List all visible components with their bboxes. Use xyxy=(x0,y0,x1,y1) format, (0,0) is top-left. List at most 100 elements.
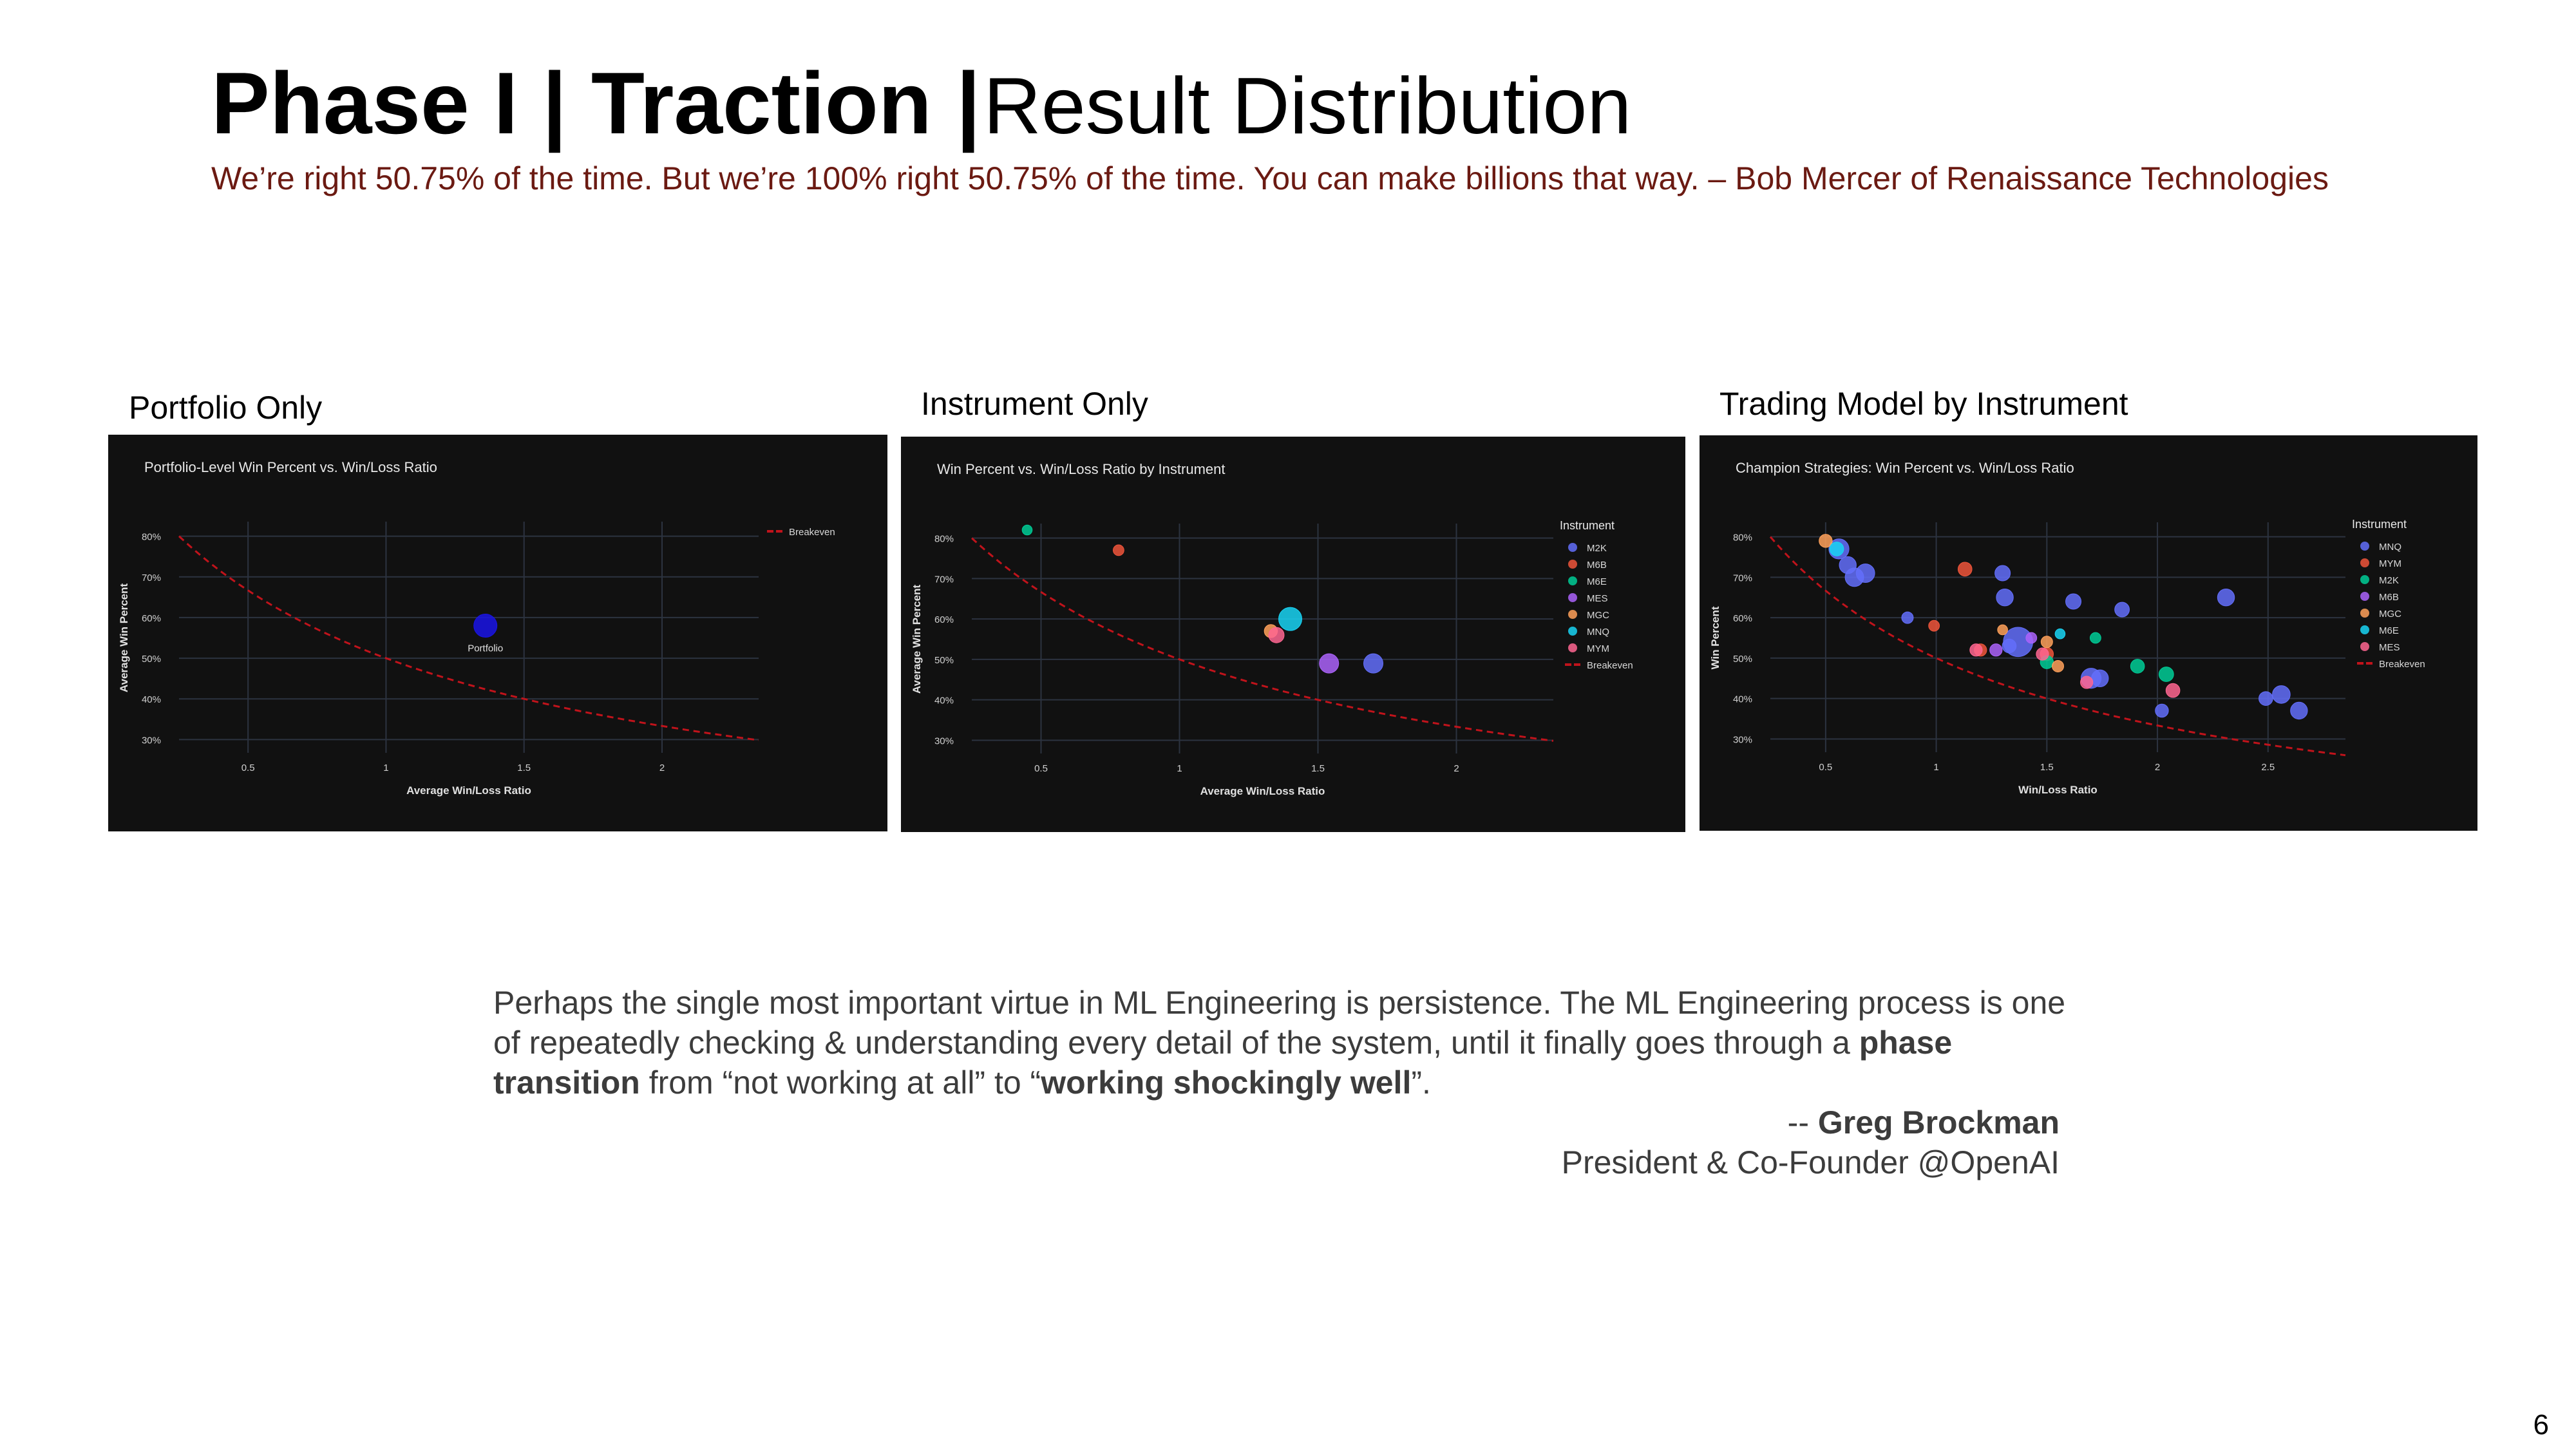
y-tick-label: 60% xyxy=(142,613,161,624)
data-point xyxy=(2002,638,2017,654)
legend-marker xyxy=(2360,609,2369,618)
legend-marker xyxy=(1568,627,1577,636)
x-tick-label: 1.5 xyxy=(1311,763,1325,774)
x-tick-label: 2 xyxy=(659,762,665,773)
legend-entry: M6B xyxy=(2379,592,2399,603)
legend-marker xyxy=(1568,610,1577,619)
chart-title: Portfolio-Level Win Percent vs. Win/Loss… xyxy=(144,459,437,475)
data-point xyxy=(1969,643,1983,657)
legend-entry: MGC xyxy=(1587,610,1609,621)
point-label: Portfolio xyxy=(468,643,503,654)
data-point xyxy=(1021,524,1033,536)
data-point xyxy=(2165,683,2181,698)
chart-title: Champion Strategies: Win Percent vs. Win… xyxy=(1736,460,2074,476)
y-axis-title: Average Win Percent xyxy=(118,583,130,693)
y-tick-label: 50% xyxy=(142,654,161,665)
y-tick-label: 40% xyxy=(1733,694,1752,705)
model-chart: Champion Strategies: Win Percent vs. Win… xyxy=(1709,460,2425,796)
model-chart-panel: Champion Strategies: Win Percent vs. Win… xyxy=(1700,435,2477,831)
y-tick-label: 80% xyxy=(1733,533,1752,544)
data-point xyxy=(2259,691,2273,706)
data-point xyxy=(1855,564,1875,583)
instrument-chart-panel: Win Percent vs. Win/Loss Ratio by Instru… xyxy=(901,437,1685,832)
breakeven-line xyxy=(971,537,1554,742)
y-tick-label: 50% xyxy=(934,655,954,666)
legend-marker xyxy=(1568,593,1577,602)
legend-entry: MNQ xyxy=(1587,627,1609,638)
data-point xyxy=(1901,611,1914,624)
x-tick-label: 2 xyxy=(1454,763,1459,774)
title-light: Result Distribution xyxy=(983,62,1632,151)
data-point xyxy=(473,614,498,638)
quote-text: Perhaps the single most important virtue… xyxy=(493,983,2078,1103)
data-point xyxy=(1268,627,1285,643)
legend-entry: M2K xyxy=(1587,543,1607,554)
attribution-name-line: -- Greg Brockman xyxy=(1562,1103,2060,1142)
y-axis-title: Average Win Percent xyxy=(911,585,923,694)
x-tick-label: 2 xyxy=(2155,762,2160,773)
x-axis-title: Average Win/Loss Ratio xyxy=(1200,785,1325,797)
quote-part-1: Perhaps the single most important virtue… xyxy=(493,985,2066,1061)
attribution-name: Greg Brockman xyxy=(1817,1104,2060,1141)
legend-title: Instrument xyxy=(1560,519,1615,532)
y-tick-label: 80% xyxy=(142,532,161,543)
x-tick-label: 0.5 xyxy=(1034,763,1048,774)
y-tick-label: 80% xyxy=(934,534,954,545)
data-point xyxy=(2065,593,2082,610)
chart-title: Win Percent vs. Win/Loss Ratio by Instru… xyxy=(937,461,1226,477)
data-point xyxy=(1829,542,1844,556)
legend-entry: Breakeven xyxy=(2379,659,2425,670)
data-point xyxy=(2290,701,2308,720)
legend-marker xyxy=(2360,592,2369,601)
legend-entry: MYM xyxy=(1587,643,1609,654)
data-point xyxy=(1363,653,1383,674)
data-point xyxy=(2054,628,2066,639)
x-tick-label: 1 xyxy=(383,762,388,773)
x-tick-label: 0.5 xyxy=(1819,762,1832,773)
model-chart-label: Trading Model by Instrument xyxy=(1719,386,2128,422)
y-tick-label: 50% xyxy=(1733,654,1752,665)
y-tick-label: 40% xyxy=(934,696,954,706)
data-point xyxy=(2155,703,2169,718)
legend-marker xyxy=(1568,643,1577,652)
data-point xyxy=(2089,632,2101,644)
data-point xyxy=(2040,636,2053,649)
legend-entry: Breakeven xyxy=(1587,660,1633,671)
data-point xyxy=(2272,685,2291,704)
data-point xyxy=(1319,653,1340,674)
data-point xyxy=(1996,589,2014,607)
data-point xyxy=(1994,565,2011,582)
x-tick-label: 1.5 xyxy=(517,762,531,773)
legend-marker xyxy=(2360,625,2369,634)
data-point xyxy=(1819,534,1833,548)
data-point xyxy=(2091,669,2109,687)
legend-entry: M6E xyxy=(2379,625,2399,636)
legend-marker xyxy=(2360,542,2369,551)
y-tick-label: 30% xyxy=(142,735,161,746)
legend-title: Instrument xyxy=(2352,518,2407,531)
quote-part-3: ”. xyxy=(1411,1065,1431,1101)
quote-part-2: from “not working at all” to “ xyxy=(639,1065,1041,1101)
y-tick-label: 70% xyxy=(142,573,161,583)
y-tick-label: 60% xyxy=(1733,613,1752,624)
portfolio-chart: Portfolio-Level Win Percent vs. Win/Loss… xyxy=(118,459,835,797)
y-axis-title: Win Percent xyxy=(1709,606,1721,669)
data-point xyxy=(2025,632,2038,644)
instrument-chart-label: Instrument Only xyxy=(921,386,1148,422)
x-axis-title: Average Win/Loss Ratio xyxy=(406,784,531,797)
legend-entry: M6B xyxy=(1587,560,1607,571)
x-tick-label: 2.5 xyxy=(2261,762,2275,773)
data-point xyxy=(1957,562,1973,577)
y-tick-label: 40% xyxy=(142,694,161,705)
x-tick-label: 1.5 xyxy=(2040,762,2054,773)
y-tick-label: 30% xyxy=(1733,734,1752,745)
y-tick-label: 70% xyxy=(1733,573,1752,583)
data-point xyxy=(1928,620,1940,632)
data-point xyxy=(2080,676,2094,689)
attribution-title: President & Co-Founder @OpenAI xyxy=(1561,1144,2060,1180)
y-tick-label: 60% xyxy=(934,614,954,625)
data-point xyxy=(2130,659,2145,674)
data-point xyxy=(1989,643,2003,657)
legend-marker xyxy=(2360,575,2369,584)
x-tick-label: 1 xyxy=(1933,762,1938,773)
